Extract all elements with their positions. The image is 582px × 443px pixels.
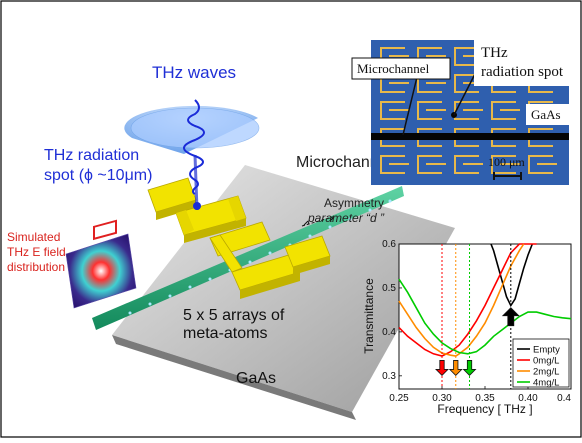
split-ring-icon: [491, 101, 520, 120]
y-ticks: 0.3 0.4 0.5 0.6: [382, 239, 402, 382]
resonance-arrow-icon-2: [462, 360, 477, 377]
split-ring-icon: [454, 155, 483, 174]
micro-thz-line2: radiation spot: [481, 64, 564, 80]
x-tick-label: 0.4: [557, 393, 571, 404]
split-ring-icon: [454, 101, 483, 120]
micro-channel-box: [351, 57, 451, 80]
microchannel-strip: [92, 186, 404, 330]
x-tick-label: 0.25: [389, 393, 409, 404]
micro-thz-box: [474, 40, 574, 86]
chart-arrows: [435, 307, 520, 377]
micrograph: Microchannel THz radiation spot GaAs 100…: [351, 40, 574, 185]
legend-entry: Empty: [533, 345, 560, 356]
legend-box: [512, 338, 570, 388]
series-line-0mg-l: [398, 243, 537, 357]
transmittance-chart: 0.25 0.30 0.35 0.40 0.4 0.3 0.4 0.5 0.6 Frequen…: [362, 239, 572, 416]
asymmetry-label-line2: parameter “d ”: [307, 211, 385, 225]
split-ring-icon: [528, 155, 557, 174]
y-axis-label: Transmittance: [362, 278, 376, 354]
split-ring-icon: [380, 101, 409, 120]
split-ring-icon: [417, 155, 446, 174]
chart-series: [398, 243, 572, 357]
arrays-label-line2: meta-atoms: [183, 325, 267, 342]
y-tick-label: 0.3: [382, 371, 396, 382]
micro-gaas-box: [526, 104, 569, 125]
y-tick-label: 0.4: [382, 327, 396, 338]
spot-label-line1: THz radiation: [44, 147, 139, 164]
resonance-arrow-icon-1: [448, 360, 463, 377]
x-tick-label: 0.35: [475, 393, 495, 404]
x-tick-label: 0.40: [518, 393, 538, 404]
simulated-field-map: [65, 219, 137, 309]
simulated-label-line3: distribution: [7, 260, 65, 274]
thz-waves-label: THz waves: [152, 63, 236, 82]
simulated-label-line1: Simulated: [7, 230, 60, 244]
legend-entry: 2mg/L: [533, 367, 559, 378]
micro-gaas-label: GaAs: [531, 107, 561, 122]
radiation-spot-dot: [193, 202, 201, 210]
asymmetry-arrow-icon: [303, 216, 335, 226]
split-ring-icon: [491, 155, 520, 174]
y-tick-label: 0.5: [382, 283, 396, 294]
thz-cone: [124, 99, 260, 211]
meta-atom-upper: [147, 177, 247, 243]
channel-pointer: [402, 76, 418, 136]
x-axis-label: Frequency [ THz ]: [437, 402, 532, 416]
y-tick-label: 0.6: [382, 239, 396, 250]
legend-entry: 0mg/L: [533, 356, 559, 367]
micrograph-channel: [371, 133, 569, 140]
x-tick-label: 0.30: [432, 393, 452, 404]
asymmetry-line: [301, 215, 337, 227]
micro-thz-line1: THz: [481, 45, 508, 61]
micro-channel-label: Microchannel: [357, 61, 430, 76]
split-ring-icon: [380, 155, 409, 174]
simulated-label-line2: THz E field: [7, 245, 66, 259]
resonance-arrow-icon-0: [435, 360, 449, 377]
substrate-edge: [112, 335, 356, 420]
x-ticks: 0.25 0.30 0.35 0.40 0.4: [389, 386, 571, 404]
series-line-4mg-l: [398, 278, 572, 355]
gaas-label: GaAs: [236, 370, 276, 387]
split-ring-icon: [417, 101, 446, 120]
asymmetry-label-line1: Asymmetry: [324, 196, 384, 210]
resonance-arrow-icon-3: [501, 307, 520, 327]
spot-pointer: [453, 69, 478, 116]
series-line-2mg-l: [398, 243, 525, 357]
thz-wave-icon: [183, 99, 205, 195]
microchannel-label: Microchannel: [296, 154, 391, 171]
micro-scale-label: 100 μm: [488, 155, 525, 169]
meta-atom-lower: [209, 221, 331, 299]
device-schematic: THz waves THz radiation spot (ϕ ~10μm) M…: [7, 63, 455, 420]
spot-label-line2: spot (ϕ ~10μm): [44, 167, 152, 184]
legend-entry: 4mg/L: [533, 378, 559, 389]
arrays-label-line1: 5 x 5 arrays of: [183, 307, 285, 324]
